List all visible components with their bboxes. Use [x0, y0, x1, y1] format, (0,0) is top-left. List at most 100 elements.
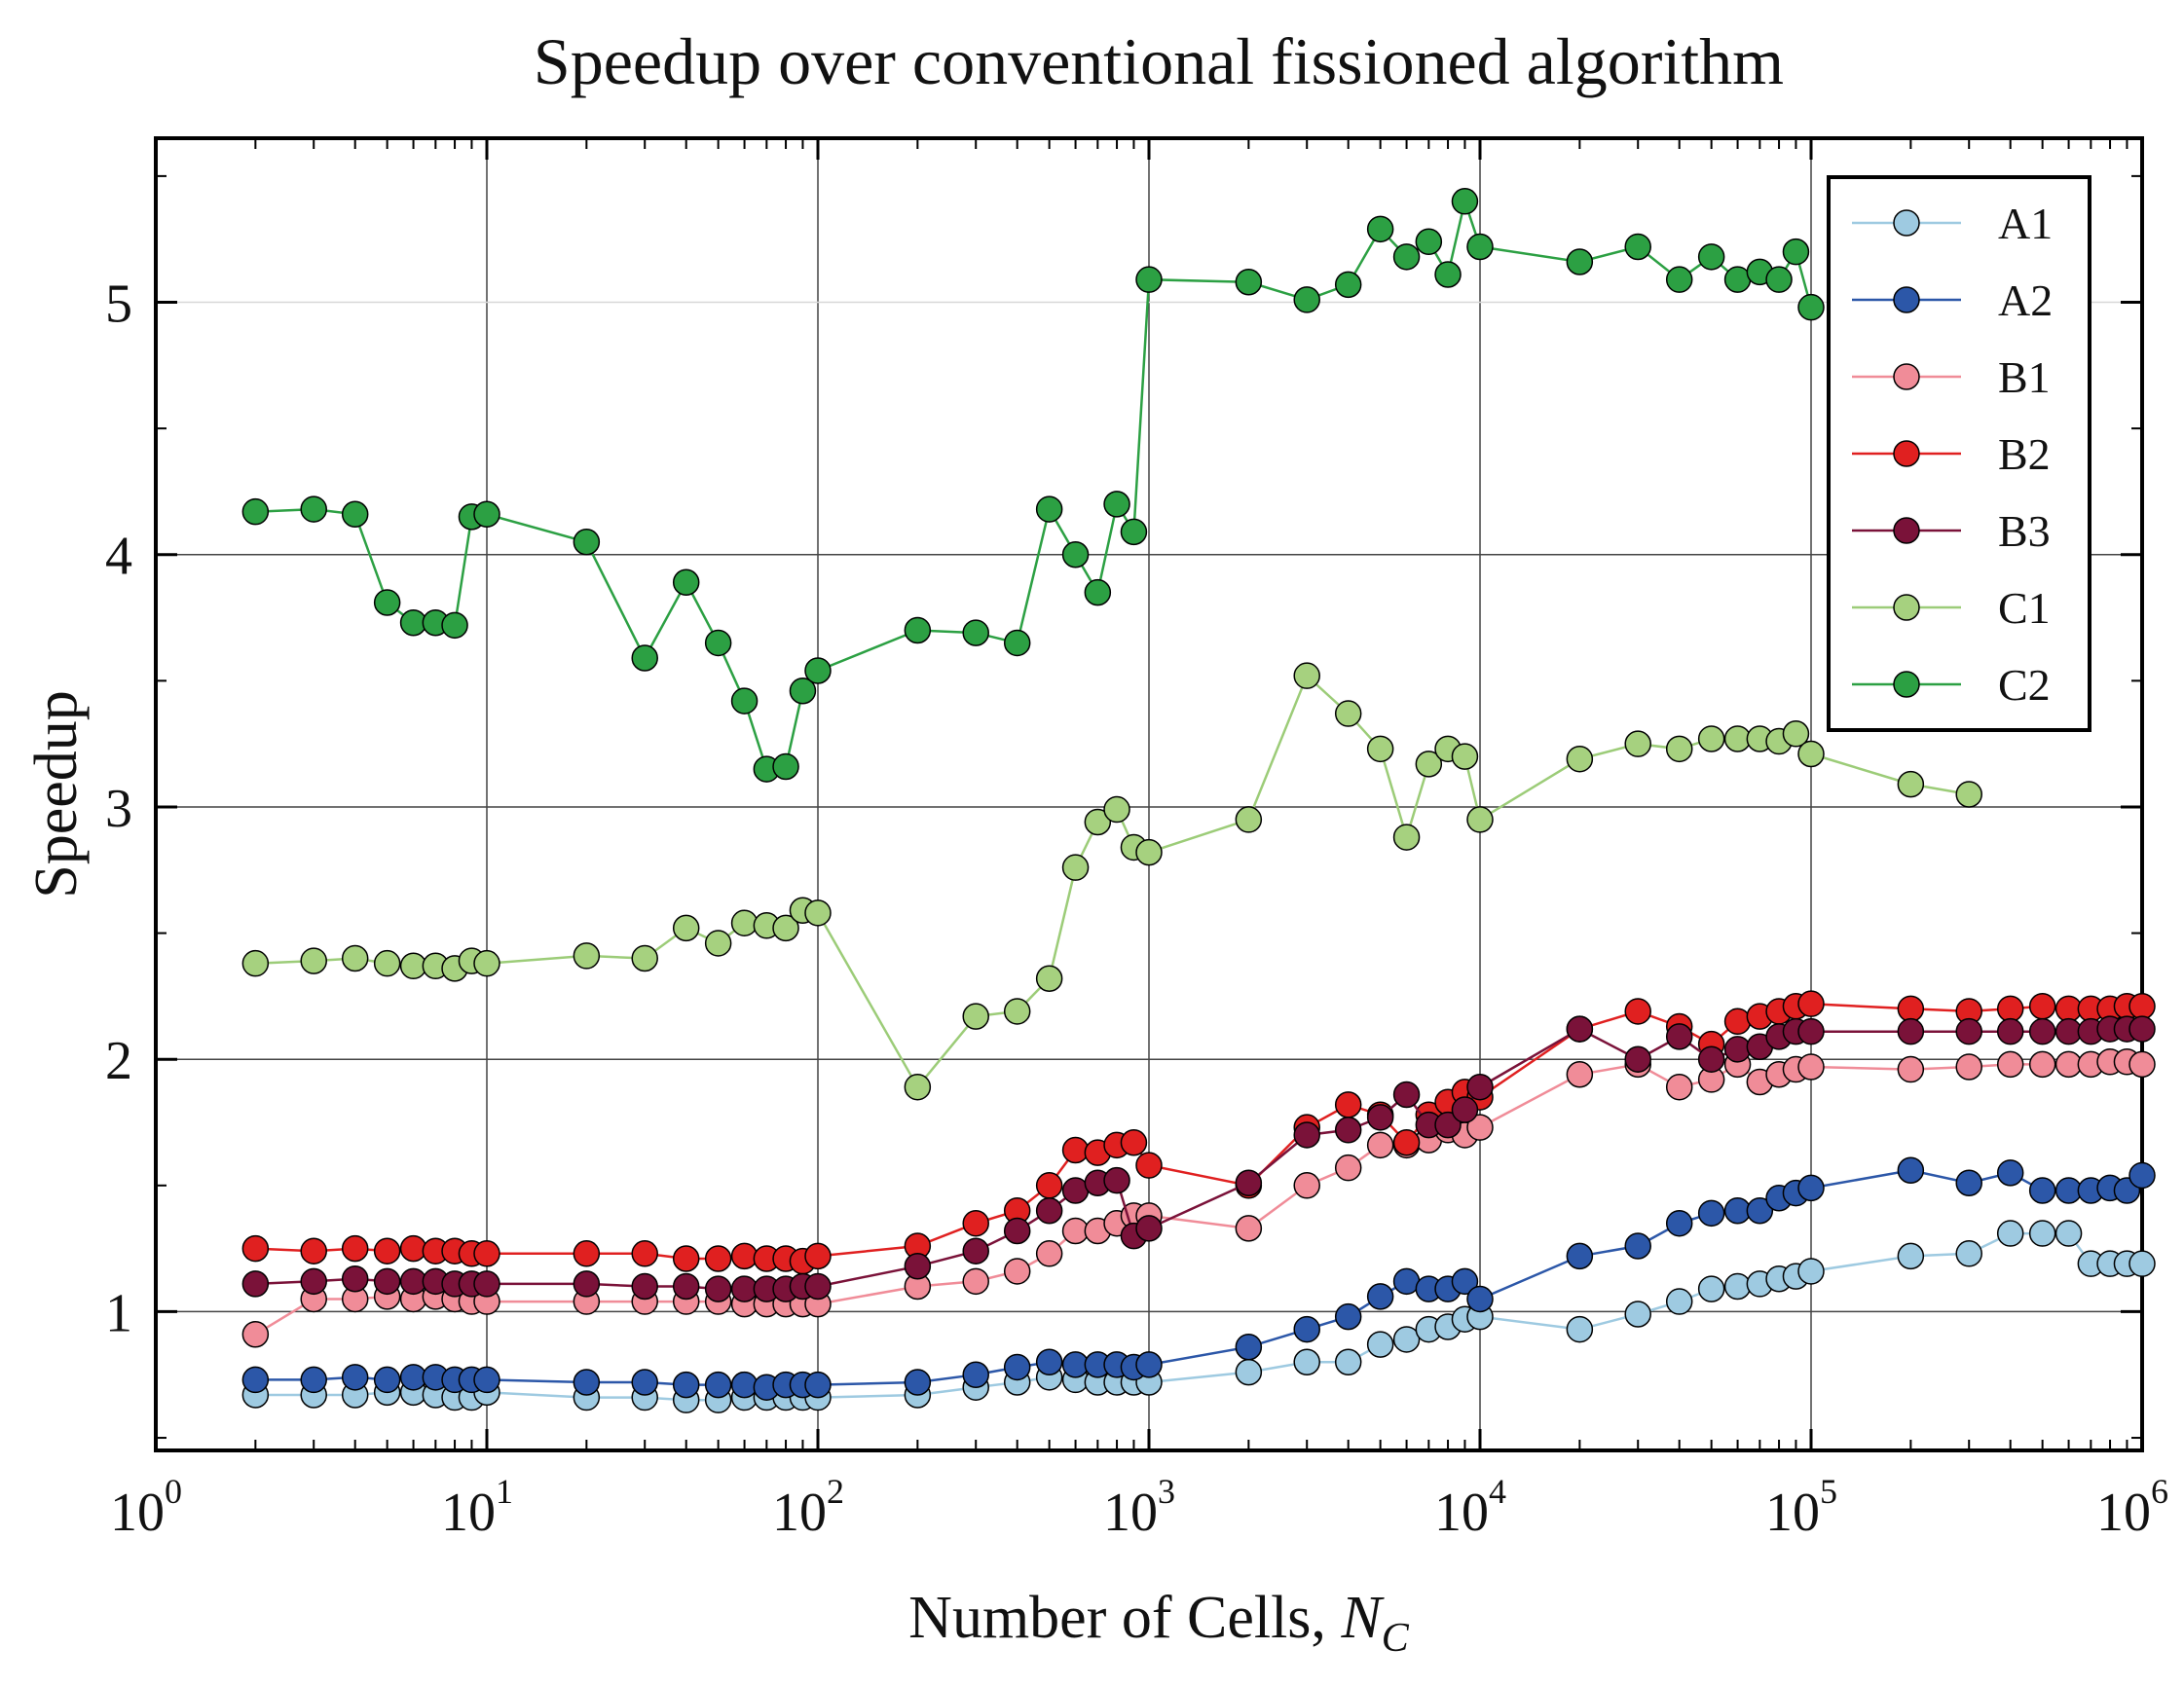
data-point-C1	[1366, 735, 1394, 763]
legend-item-B2: B2	[1852, 429, 2051, 479]
data-point-A2	[473, 1366, 500, 1394]
data-point-A2	[672, 1371, 700, 1399]
data-point-C2	[441, 611, 468, 640]
data-point-A2	[573, 1369, 601, 1396]
x-tick-label-exp: 0	[165, 1472, 182, 1511]
data-point-C1	[241, 949, 270, 977]
data-point-C2	[1624, 233, 1651, 261]
data-point-C2	[631, 644, 658, 672]
x-tick-label-base: 10	[441, 1483, 496, 1543]
y-tick-label: 1	[105, 1283, 132, 1343]
legend-marker	[1893, 517, 1920, 544]
data-point-B1	[1955, 1053, 1982, 1081]
data-point-C1	[1135, 838, 1163, 866]
x-tick-label: 102	[772, 1472, 844, 1543]
data-point-A2	[341, 1364, 369, 1391]
data-point-C2	[1103, 491, 1130, 518]
data-point-A2	[1566, 1242, 1594, 1270]
data-point-C2	[1797, 293, 1825, 321]
data-point-B2	[341, 1234, 369, 1263]
x-tick-label: 106	[2096, 1472, 2168, 1543]
data-point-C2	[1566, 248, 1594, 275]
data-point-C2	[1434, 261, 1462, 288]
data-point-A1	[1897, 1242, 1925, 1270]
data-point-B3	[1392, 1081, 1421, 1109]
data-point-A2	[1697, 1199, 1725, 1228]
data-point-C1	[1782, 720, 1810, 748]
data-point-C2	[241, 497, 270, 526]
data-point-B3	[241, 1270, 270, 1298]
data-point-B3	[1466, 1073, 1494, 1101]
legend-label: C1	[1998, 583, 2051, 633]
data-point-A1	[1334, 1348, 1362, 1376]
data-point-B3	[1697, 1045, 1725, 1073]
x-axis-label-subscript: C	[1382, 1616, 1410, 1661]
data-point-C1	[573, 942, 601, 970]
data-point-C1	[1451, 743, 1479, 770]
data-point-C2	[1235, 269, 1263, 296]
data-point-A2	[1665, 1209, 1693, 1237]
series-A2	[241, 1156, 2156, 1401]
series-B1	[241, 1048, 2156, 1348]
data-point-C1	[300, 947, 327, 974]
legend-marker	[1893, 671, 1920, 698]
legend-marker	[1893, 594, 1920, 621]
data-point-B2	[962, 1209, 989, 1237]
y-tick-label: 3	[105, 779, 132, 839]
data-point-C1	[631, 944, 658, 972]
data-point-C2	[962, 619, 989, 646]
data-point-C2	[573, 529, 601, 556]
data-point-C2	[772, 752, 799, 781]
data-point-B2	[2128, 993, 2156, 1020]
x-axis-label-symbol: N	[1340, 1585, 1385, 1651]
data-point-C2	[1120, 518, 1148, 546]
x-axis-label: Number of Cells, NC	[908, 1585, 1410, 1661]
data-point-A1	[1996, 1220, 2024, 1247]
data-point-A1	[1235, 1358, 1263, 1386]
legend-label: A1	[1998, 199, 2053, 248]
x-tick-label-exp: 1	[496, 1472, 513, 1511]
series-line-B1	[254, 1060, 2143, 1336]
data-point-B2	[730, 1242, 759, 1270]
data-point-C1	[1897, 770, 1925, 798]
data-point-B1	[1665, 1073, 1693, 1101]
data-point-C2	[1135, 266, 1163, 293]
data-point-A1	[1697, 1275, 1725, 1302]
data-point-C1	[1334, 700, 1362, 727]
data-point-C1	[1061, 854, 1090, 881]
data-point-A2	[2128, 1161, 2156, 1190]
data-point-A2	[1135, 1351, 1163, 1378]
x-tick-label-base: 10	[110, 1483, 165, 1543]
series-line-C2	[255, 197, 1813, 771]
data-point-A2	[631, 1369, 658, 1396]
data-point-B3	[1235, 1169, 1263, 1196]
x-tick-label: 103	[1103, 1472, 1175, 1543]
y-axis-label: Speedup	[23, 690, 90, 898]
series-line-A1	[255, 1231, 2142, 1402]
data-point-A2	[1466, 1285, 1494, 1313]
data-point-B1	[1897, 1055, 1925, 1083]
data-point-C2	[704, 629, 732, 657]
series-line-A2	[255, 1169, 2143, 1389]
x-tick-label-exp: 6	[2151, 1472, 2168, 1511]
data-point-C1	[704, 930, 732, 957]
data-point-B3	[1366, 1104, 1394, 1131]
legend-label: A2	[1998, 275, 2053, 325]
data-point-B1	[241, 1321, 270, 1348]
chart-title: Speedup over conventional fissioned algo…	[534, 24, 1784, 98]
legend-item-C1: C1	[1852, 583, 2051, 633]
data-point-C1	[1566, 745, 1594, 773]
data-point-A1	[1392, 1326, 1421, 1353]
data-point-B3	[1103, 1166, 1130, 1194]
data-point-C1	[1466, 806, 1494, 833]
data-point-B3	[1665, 1023, 1693, 1050]
data-point-C2	[730, 687, 759, 715]
data-point-C2	[789, 677, 817, 705]
data-point-B2	[1624, 998, 1651, 1025]
y-tick-label: 2	[105, 1031, 132, 1091]
data-point-B2	[1120, 1128, 1148, 1156]
x-tick-label-base: 10	[1103, 1483, 1158, 1543]
data-point-A2	[2028, 1177, 2056, 1204]
data-point-B2	[1723, 1008, 1752, 1036]
